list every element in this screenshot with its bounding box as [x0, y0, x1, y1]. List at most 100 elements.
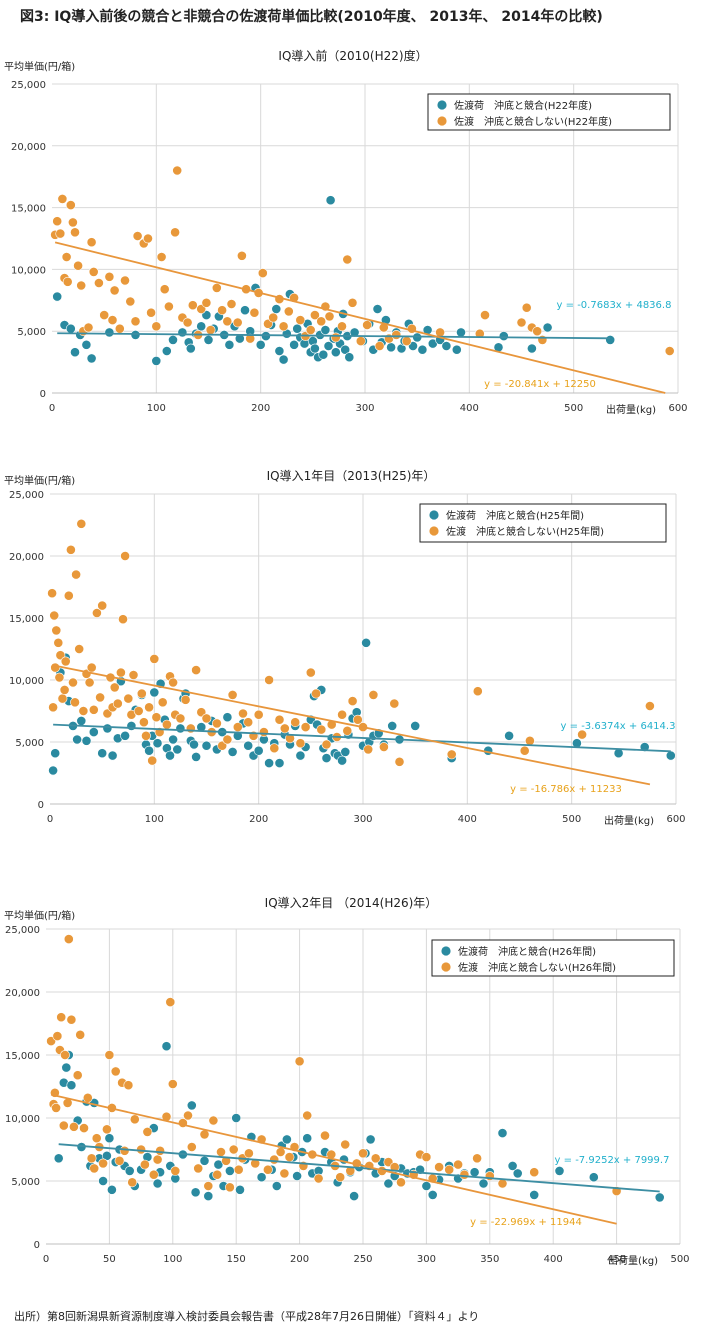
data-point-non_competing — [205, 325, 216, 335]
data-point-non_competing — [57, 193, 68, 204]
data-point-non_competing — [278, 321, 289, 332]
data-point-non_competing — [284, 1152, 295, 1162]
data-point-competing — [191, 751, 201, 762]
data-point-competing — [441, 341, 452, 351]
data-point-competing — [427, 1189, 438, 1200]
data-point-non_competing — [139, 1159, 150, 1170]
trend-equation-non_competing: y = -22.969x + 11944 — [470, 1217, 582, 1228]
data-point-non_competing — [62, 276, 73, 287]
data-point-competing — [292, 1171, 302, 1181]
data-point-competing — [65, 323, 76, 334]
data-point-competing — [203, 334, 214, 345]
data-point-non_competing — [104, 1050, 115, 1060]
data-point-non_competing — [51, 1102, 61, 1113]
data-point-non_competing — [347, 696, 358, 706]
data-point-competing — [234, 333, 245, 344]
data-point-non_competing — [203, 1181, 214, 1191]
data-point-competing — [344, 352, 355, 363]
data-point-non_competing — [47, 588, 57, 599]
data-point-non_competing — [70, 227, 80, 238]
data-point-non_competing — [285, 733, 295, 744]
data-point-non_competing — [421, 1152, 432, 1162]
data-point-non_competing — [55, 650, 66, 661]
legend-box — [427, 93, 671, 131]
data-point-competing — [349, 1191, 359, 1201]
data-point-non_competing — [99, 310, 110, 320]
data-point-competing — [224, 339, 235, 350]
y-tick-label: 5,000 — [15, 738, 44, 749]
data-point-non_competing — [516, 317, 527, 328]
data-point-non_competing — [48, 702, 58, 713]
data-point-non_competing — [480, 310, 490, 320]
data-point-competing — [186, 1100, 197, 1111]
data-point-non_competing — [167, 1079, 178, 1089]
data-point-competing — [255, 339, 266, 350]
data-point-competing — [264, 758, 274, 768]
data-point-non_competing — [95, 692, 105, 703]
data-point-non_competing — [474, 328, 485, 339]
data-point-non_competing — [86, 237, 97, 248]
data-point-non_competing — [60, 656, 71, 667]
legend-box — [419, 503, 667, 543]
scatter-chart-2010: IQ導入前（2010(H22)度） 平均単価(円/箱) 0 100 200 300 400 5… — [4, 48, 688, 416]
data-point-non_competing — [355, 336, 366, 346]
data-point-non_competing — [216, 1147, 226, 1157]
data-point-non_competing — [262, 1164, 273, 1175]
legend: 佐渡荷 沖底と競合(H22年度) 佐渡 沖底と競合しない(H22年度) — [427, 93, 671, 131]
data-point-non_competing — [222, 734, 233, 745]
data-point-non_competing — [249, 307, 260, 318]
data-point-competing — [104, 327, 115, 338]
data-point-non_competing — [91, 1133, 102, 1144]
x-tick-label: 50 — [103, 1254, 116, 1265]
data-point-non_competing — [69, 1121, 79, 1132]
data-point-non_competing — [537, 334, 548, 345]
legend: 佐渡荷 沖底と競合(H26年間) 佐渡 沖底と競合しない(H26年間) — [431, 939, 675, 977]
data-point-competing — [337, 755, 347, 766]
data-point-non_competing — [446, 749, 457, 760]
data-point-non_competing — [295, 315, 306, 325]
data-point-non_competing — [472, 1153, 482, 1164]
data-point-non_competing — [53, 637, 64, 648]
data-point-non_competing — [529, 1167, 540, 1178]
data-point-non_competing — [144, 702, 154, 713]
data-point-competing — [165, 750, 175, 761]
data-point-non_competing — [389, 1162, 400, 1172]
data-point-non_competing — [258, 727, 269, 737]
data-point-non_competing — [525, 735, 535, 746]
data-point-non_competing — [163, 301, 174, 312]
y-axis-label: 平均単価(円/箱) — [4, 909, 75, 922]
data-point-competing — [302, 1133, 313, 1144]
data-point-competing — [295, 750, 306, 761]
data-point-competing — [107, 750, 118, 761]
data-point-non_competing — [358, 1148, 368, 1159]
data-point-non_competing — [149, 653, 160, 664]
data-point-non_competing — [201, 297, 212, 308]
data-point-non_competing — [208, 1115, 219, 1126]
data-point-competing — [213, 1159, 224, 1170]
legend-label-competing: 佐渡荷 沖底と競合(H26年間) — [458, 945, 596, 958]
data-point-non_competing — [378, 742, 389, 752]
data-point-non_competing — [187, 300, 198, 311]
legend-marker-competing — [441, 946, 451, 956]
data-point-competing — [88, 727, 99, 737]
data-point-non_competing — [335, 1172, 346, 1183]
data-point-competing — [81, 735, 92, 746]
data-point-non_competing — [238, 708, 248, 719]
trend-equation-competing: y = -0.7683x + 4836.8 — [557, 300, 672, 311]
data-point-non_competing — [233, 1164, 244, 1175]
data-point-competing — [340, 344, 351, 355]
data-point-non_competing — [311, 688, 321, 699]
x-tick-label: 300 — [417, 1254, 436, 1265]
data-point-non_competing — [243, 1148, 254, 1159]
data-point-non_competing — [156, 252, 167, 262]
data-point-non_competing — [88, 266, 99, 277]
data-point-non_competing — [191, 665, 201, 675]
data-point-competing — [281, 1134, 292, 1145]
data-point-non_competing — [68, 677, 78, 688]
data-point-non_competing — [107, 315, 118, 325]
data-point-non_competing — [519, 745, 530, 756]
data-point-competing — [168, 334, 178, 345]
data-point-non_competing — [374, 341, 385, 351]
data-point-non_competing — [83, 322, 94, 333]
data-point-non_competing — [130, 316, 141, 327]
